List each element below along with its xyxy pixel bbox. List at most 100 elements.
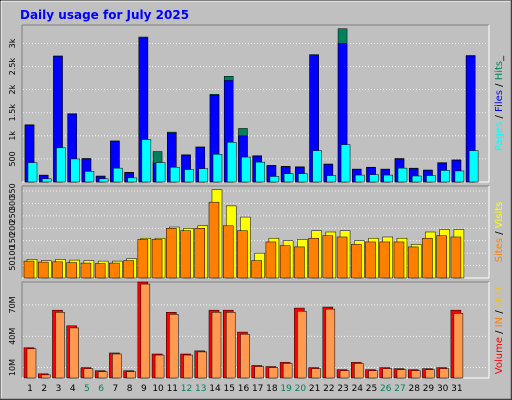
pages-bar — [397, 167, 408, 183]
x-tick-label: 24 — [352, 384, 364, 394]
sites-bar — [151, 239, 163, 279]
pages-bar — [141, 139, 152, 183]
middle-y-tick-label: 200 — [8, 221, 17, 236]
pages-bar — [127, 177, 137, 183]
x-tick-label: 20 — [295, 384, 307, 394]
pages-bar — [355, 174, 365, 183]
x-tick-label: 17 — [252, 384, 263, 394]
x-tick-label: 18 — [266, 384, 278, 394]
middle-y-tick-label: 50 — [8, 260, 17, 270]
in-bar — [154, 354, 165, 379]
sites-bar — [194, 228, 206, 279]
bottom-legend-entry: IN — [494, 317, 505, 327]
pages-bar — [170, 166, 180, 183]
pages-bar — [226, 142, 237, 183]
sites-bar — [123, 260, 134, 279]
in-bar — [325, 308, 336, 379]
middle-y-tick-label: 250 — [8, 208, 17, 223]
top-y-tick-label: 3k — [8, 38, 17, 48]
in-bar — [112, 353, 122, 379]
pages-bar — [298, 173, 308, 183]
sites-bar — [265, 241, 277, 279]
x-tick-label: 2 — [41, 384, 47, 394]
middle-y-tick-label: 150 — [8, 233, 17, 248]
in-bar — [425, 369, 435, 379]
sites-bar — [336, 236, 348, 279]
in-bar — [55, 312, 65, 379]
pages-bar — [241, 156, 251, 183]
x-tick-label: 11 — [167, 384, 178, 394]
in-bar — [26, 348, 37, 379]
bottom-y-tick-label: 10M — [8, 359, 17, 376]
pages-bar — [212, 154, 223, 183]
in-bar — [197, 351, 208, 379]
x-tick-label: 26 — [380, 384, 392, 394]
sites-bar — [109, 262, 120, 279]
top-y-tick-label: 2.5k — [8, 58, 17, 76]
pages-bar — [283, 173, 294, 183]
in-bar — [211, 312, 222, 379]
middle-legend-entry: Visits — [494, 202, 505, 229]
sites-bar — [208, 201, 220, 279]
top-y-tick-label: 1k — [8, 131, 17, 141]
top-y-tick-label: 500 — [8, 151, 17, 166]
sites-bar — [393, 241, 405, 279]
pages-bar — [383, 174, 393, 183]
x-tick-label: 4 — [70, 384, 76, 394]
x-tick-label: 9 — [141, 384, 147, 394]
in-bar — [354, 363, 364, 379]
in-bar — [410, 370, 421, 379]
pages-bar — [454, 170, 465, 183]
x-tick-label: 14 — [209, 384, 221, 394]
pages-bar — [70, 158, 80, 183]
sites-bar — [322, 235, 334, 279]
x-tick-label: 16 — [238, 384, 250, 394]
sites-bar — [351, 244, 362, 279]
sites-bar — [37, 261, 49, 279]
x-tick-label: 28 — [408, 384, 420, 394]
pages-bar — [155, 162, 166, 183]
pages-bar — [468, 150, 479, 183]
top-y-tick-label: 1.5k — [8, 104, 17, 122]
x-tick-label: 27 — [394, 384, 405, 394]
sites-bar — [294, 246, 305, 279]
middle-legend-entry: / — [494, 228, 505, 238]
pages-bar — [312, 150, 322, 183]
sites-bar — [422, 237, 433, 279]
in-bar — [126, 371, 136, 379]
in-bar — [282, 363, 293, 379]
x-tick-label: 6 — [98, 384, 104, 394]
middle-legend: Sites / Visits — [494, 202, 505, 263]
pages-bar — [426, 175, 436, 183]
sites-bar — [94, 263, 106, 279]
sites-bar — [66, 262, 77, 279]
in-bar — [97, 371, 108, 379]
x-tick-label: 3 — [56, 384, 62, 394]
in-bar — [254, 366, 264, 379]
sites-bar — [365, 241, 376, 279]
bottom-legend-entry: OUT — [494, 285, 505, 307]
x-tick-label: 1 — [27, 384, 33, 394]
x-tick-label: 15 — [223, 384, 234, 394]
top-legend-entry: Hits — [494, 61, 505, 80]
sites-bar — [23, 260, 35, 279]
in-bar — [396, 369, 407, 379]
x-tick-label: 30 — [437, 384, 449, 394]
pages-bar — [255, 161, 265, 183]
x-tick-label: 19 — [280, 384, 292, 394]
pages-bar — [98, 178, 109, 183]
in-bar — [339, 370, 350, 379]
x-tick-label: 8 — [127, 384, 133, 394]
in-bar — [225, 312, 236, 379]
top-panel: 500 1k 1.5k 2k 2.5k 3k Pages / Files / Hits_ — [8, 24, 505, 183]
in-bar — [140, 283, 151, 379]
pages-bar — [184, 169, 194, 183]
in-bar — [368, 370, 378, 379]
top-legend-entry: / — [494, 112, 505, 122]
sites-bar — [180, 230, 191, 279]
pages-bar — [411, 175, 422, 183]
x-tick-label: 23 — [337, 384, 348, 394]
x-tick-label: 29 — [423, 384, 435, 394]
x-tick-label: 13 — [195, 384, 206, 394]
sites-bar — [308, 237, 319, 279]
